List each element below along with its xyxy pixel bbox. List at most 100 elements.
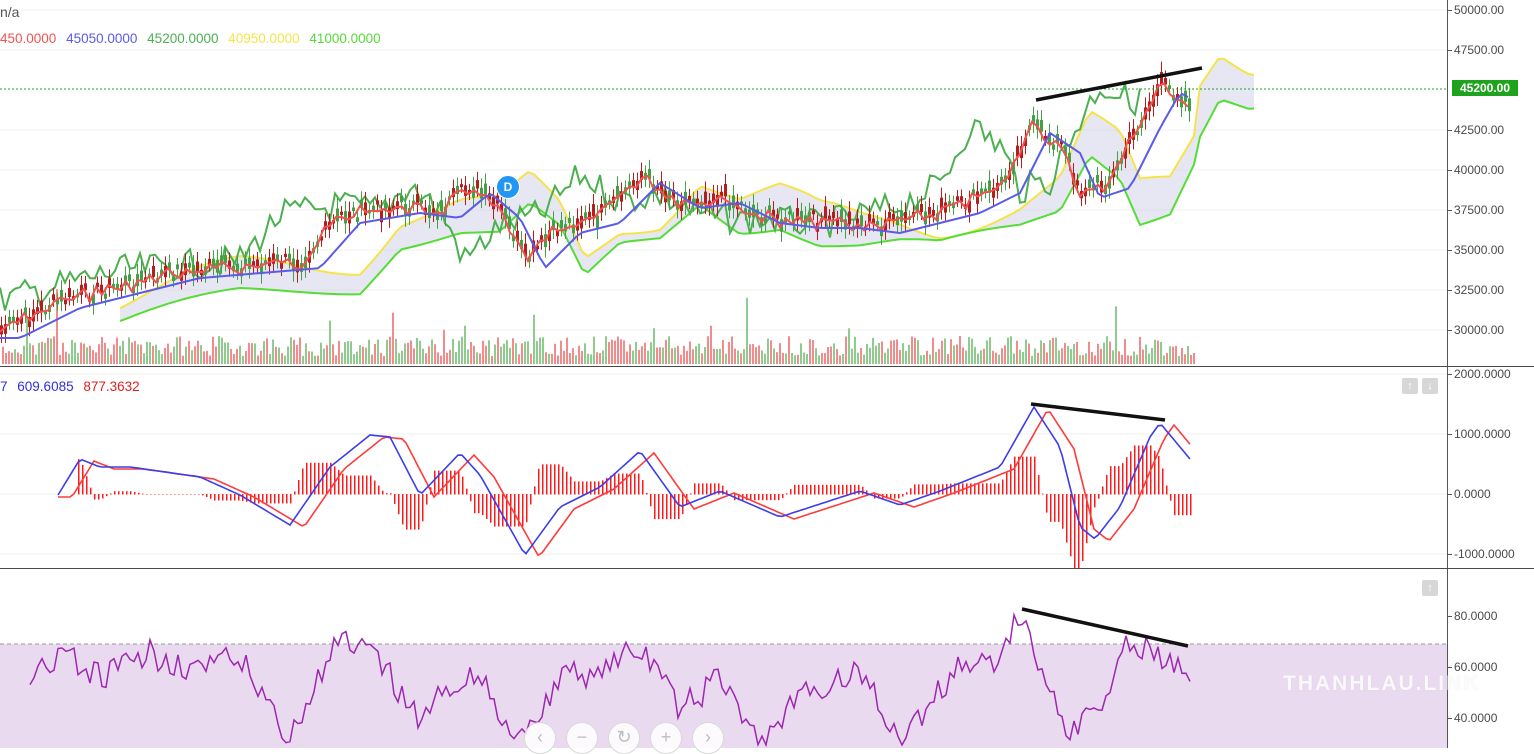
histogram-bar xyxy=(462,476,464,495)
volume-bar xyxy=(1154,339,1156,364)
volume-bar xyxy=(1019,349,1021,364)
volume-bar xyxy=(710,325,712,364)
volume-bar xyxy=(467,349,469,364)
rsi-axis[interactable]: 80.0000 60.0000 40.0000 xyxy=(1447,569,1534,748)
histogram-bar xyxy=(1018,456,1020,495)
macd-canvas[interactable] xyxy=(0,367,1448,568)
volume-bar xyxy=(521,343,523,364)
signal-line xyxy=(58,411,1191,557)
volume-bar xyxy=(803,352,805,364)
volume-bar xyxy=(191,350,193,364)
volume-bar xyxy=(530,353,532,364)
volume-bar xyxy=(188,340,190,364)
volume-bar xyxy=(953,345,955,364)
dividend-event-badge[interactable]: D xyxy=(496,175,520,199)
volume-bar xyxy=(596,352,598,364)
histogram-bar xyxy=(1102,486,1104,495)
histogram-bar xyxy=(358,475,360,495)
histogram-bar xyxy=(186,494,188,495)
pane-separator[interactable] xyxy=(0,366,1534,367)
pane-separator[interactable] xyxy=(0,568,1534,569)
histogram-bar xyxy=(726,490,728,495)
histogram-bar xyxy=(158,494,160,495)
reset-chart-button[interactable]: ↻ xyxy=(608,722,640,754)
scroll-forward-button[interactable]: › xyxy=(692,722,724,754)
volume-bar xyxy=(1112,350,1114,364)
macd-axis[interactable]: 2000.0000 1000.0000 0.0000 -1000.0000 xyxy=(1447,367,1534,568)
volume-bar xyxy=(161,354,163,364)
volume-bar xyxy=(770,340,772,364)
volume-bar xyxy=(14,349,16,364)
histogram-bar xyxy=(910,488,912,495)
move-pane-up-button[interactable]: ↑ xyxy=(1402,378,1418,394)
candle-body xyxy=(96,282,99,288)
histogram-bar xyxy=(934,484,936,495)
volume-bar xyxy=(737,350,739,364)
volume-bar xyxy=(920,355,922,364)
histogram-bar xyxy=(1158,455,1160,495)
candle-body xyxy=(1068,152,1071,163)
histogram-bar xyxy=(718,483,720,495)
candle-body xyxy=(812,210,815,215)
macd-pane[interactable]: 7 609.6085 877.3632 ↑ ↓ xyxy=(0,367,1448,568)
histogram-bar xyxy=(590,481,592,495)
volume-bar xyxy=(275,346,277,364)
volume-bar xyxy=(152,345,154,364)
candle-body xyxy=(552,220,555,231)
histogram-bar xyxy=(198,494,200,495)
volume-bar xyxy=(56,289,58,364)
volume-bar xyxy=(17,352,19,364)
move-pane-up-button[interactable]: ↑ xyxy=(1422,580,1438,596)
volume-bar xyxy=(884,352,886,364)
price-chart-canvas[interactable] xyxy=(0,0,1448,366)
volume-bar xyxy=(410,340,412,364)
histogram-bar xyxy=(230,494,232,501)
histogram-bar xyxy=(1174,494,1176,516)
volume-bar xyxy=(62,342,64,364)
volume-bar xyxy=(629,344,631,364)
candle-body xyxy=(844,219,847,230)
candle-body xyxy=(472,186,475,198)
histogram-bar xyxy=(1110,466,1112,495)
volume-bar xyxy=(1082,355,1084,364)
price-tick: 50000.00 xyxy=(1448,3,1505,17)
histogram-bar xyxy=(894,494,896,499)
volume-bar xyxy=(485,345,487,364)
scroll-back-button[interactable]: ‹ xyxy=(524,722,556,754)
histogram-bar xyxy=(174,494,176,495)
volume-bar xyxy=(419,340,421,364)
volume-bar xyxy=(59,354,61,364)
histogram-bar xyxy=(450,470,452,495)
histogram-bar xyxy=(1186,494,1188,516)
volume-bar xyxy=(1085,353,1087,364)
rsi-trendline xyxy=(1021,607,1189,648)
histogram-bar xyxy=(634,473,636,495)
volume-bar xyxy=(899,349,901,364)
histogram-bar xyxy=(1050,494,1052,522)
zoom-out-button[interactable]: − xyxy=(566,722,598,754)
volume-bar xyxy=(140,344,142,364)
histogram-bar xyxy=(390,493,392,495)
rsi-canvas[interactable] xyxy=(0,569,1448,748)
histogram-bar xyxy=(678,494,680,520)
candle-body xyxy=(1136,131,1139,136)
volume-bar xyxy=(1166,353,1168,364)
price-axis[interactable]: 50000.00 47500.00 45200.00 42500.00 4000… xyxy=(1447,0,1534,366)
candle-body xyxy=(700,201,703,207)
price-chart-pane[interactable]: n/a 450.0000 45050.0000 45200.0000 40950… xyxy=(0,0,1448,366)
zoom-in-button[interactable]: + xyxy=(650,722,682,754)
rsi-pane[interactable]: ↑ xyxy=(0,569,1448,748)
histogram-bar xyxy=(862,486,864,495)
volume-bar xyxy=(1055,337,1057,364)
candle-body xyxy=(980,188,983,195)
candle-body xyxy=(592,204,595,217)
candle-body xyxy=(692,198,695,205)
histogram-bar xyxy=(354,475,356,495)
volume-bar xyxy=(914,337,916,364)
move-pane-down-button[interactable]: ↓ xyxy=(1422,378,1438,394)
volume-bar xyxy=(1067,345,1069,364)
volume-bar xyxy=(1100,349,1102,364)
volume-bar xyxy=(569,352,571,364)
candle-body xyxy=(384,202,387,212)
candle-body xyxy=(704,191,707,204)
